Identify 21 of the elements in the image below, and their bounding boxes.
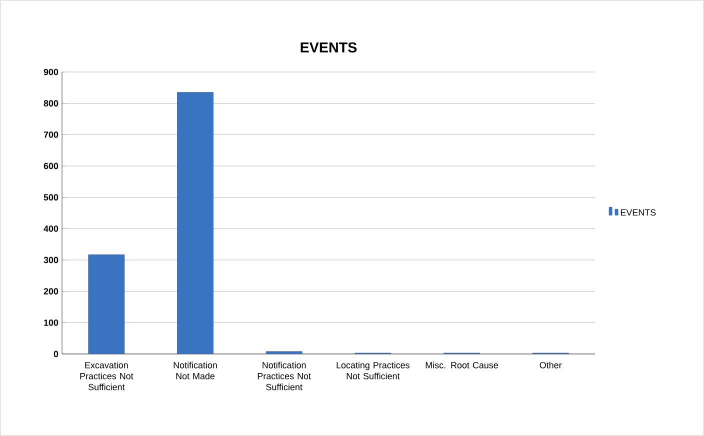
bar — [266, 351, 302, 354]
bar — [177, 92, 214, 354]
x-tick-label: Misc. Root Cause — [426, 362, 498, 368]
y-tick-label: 0 — [54, 350, 58, 358]
y-tick-label: 700 — [44, 131, 58, 138]
y-tick-label: 600 — [44, 162, 58, 170]
x-tick-label: Excavation Practices Not Sufficient — [80, 362, 134, 390]
bar — [88, 254, 125, 354]
y-tick-label: 400 — [44, 225, 58, 232]
x-tick-label: Notification Not Made — [174, 362, 217, 380]
legend-label: EVENTS — [620, 209, 656, 216]
x-tick-label: Locating Practices Not Sufficient — [336, 362, 410, 380]
y-tick-label: 900 — [44, 68, 58, 76]
y-tick-label: 500 — [44, 194, 58, 201]
y-tick-label: 800 — [44, 100, 58, 107]
y-tick-label: 300 — [44, 256, 58, 264]
y-tick-label: 100 — [44, 319, 58, 326]
x-tick-label: Notification Practices Not Sufficient — [258, 362, 311, 390]
y-tick-label: 200 — [44, 288, 58, 294]
x-tick-label: Other — [540, 362, 562, 368]
chart-title: EVENTS — [300, 42, 357, 52]
